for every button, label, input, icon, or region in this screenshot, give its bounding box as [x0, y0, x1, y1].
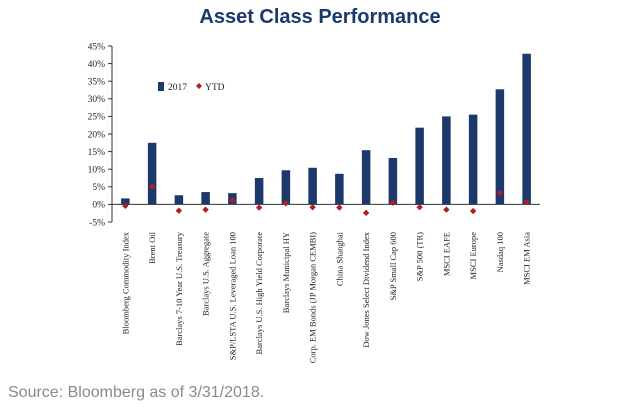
- y-tick-label: 0%: [92, 201, 105, 211]
- bar-2017: [335, 173, 344, 205]
- ytd-marker: [175, 207, 183, 214]
- bars: [121, 53, 531, 205]
- y-tick-label: 45%: [88, 42, 106, 52]
- legend-label-2017: 2017: [168, 83, 187, 93]
- category-label: S&P Small Cap 600: [388, 232, 398, 300]
- ytd-marker: [416, 204, 423, 211]
- category-label: Bloomberg Commodity Index: [120, 231, 130, 334]
- ytd-marker: [496, 189, 504, 197]
- bar-2017: [442, 116, 451, 205]
- y-tick-label: 10%: [88, 166, 106, 176]
- legend-swatch-ytd: [196, 83, 202, 89]
- ytd-marker: [282, 200, 290, 207]
- category-label: Dow Jones Select Dividend Index: [361, 231, 371, 347]
- chart-title: Asset Class Performance: [199, 6, 441, 28]
- y-tick-label: 30%: [88, 95, 106, 105]
- legend: 2017 YTD: [158, 82, 225, 93]
- ytd-marker: [389, 199, 397, 206]
- y-tick-label: 20%: [88, 130, 106, 140]
- bar-2017: [308, 167, 317, 205]
- ytd-marker: [148, 183, 156, 190]
- bar-2017: [468, 114, 478, 205]
- bar-2017: [522, 53, 531, 205]
- bar-2017: [147, 142, 157, 205]
- category-label: Nasdaq 100: [495, 232, 505, 272]
- category-label: Brent Oil: [147, 231, 157, 264]
- category-label: MSCI Europe: [468, 232, 478, 280]
- ytd-marker: [336, 204, 343, 211]
- category-label: Barclays Municipal HY: [281, 232, 291, 313]
- ytd-marker: [229, 196, 236, 204]
- x-axis-labels: Bloomberg Commodity Index Brent Oil Barcla…: [120, 231, 531, 363]
- ytd-marker: [122, 202, 129, 210]
- ytd-marker: [255, 204, 263, 211]
- ytd-marker: [443, 206, 450, 213]
- category-label: MSCI EAFE: [441, 232, 451, 276]
- bar-2017: [174, 195, 184, 205]
- y-tick-label: 35%: [88, 78, 106, 88]
- bar-chart: -5% 0% 5% 10% 15% 20% 25% 30% 35% 40% 45% Bloomber…: [88, 42, 540, 363]
- y-tick-label: -5%: [89, 218, 105, 228]
- ytd-marker: [523, 198, 530, 206]
- legend-swatch-2017: [158, 82, 164, 91]
- bar-2017: [254, 178, 264, 205]
- category-label: Barclays 7-10 Year U.S. Treasury: [174, 231, 184, 346]
- category-label: MSCI EM Asia: [522, 232, 532, 285]
- bar-2017: [388, 157, 398, 205]
- ytd-markers: [122, 183, 530, 217]
- ytd-marker: [469, 207, 477, 215]
- y-tick-label: 25%: [88, 113, 106, 123]
- bar-2017: [201, 192, 210, 205]
- category-label: Barclays U.S. High Yield Corporate: [254, 232, 264, 355]
- ytd-marker: [362, 209, 370, 217]
- ytd-marker: [309, 204, 316, 211]
- source-note: Source: Bloomberg as of 3/31/2018.: [8, 384, 265, 401]
- bar-2017: [415, 127, 424, 205]
- y-tick-label: 5%: [92, 183, 105, 193]
- category-label: S&P/LSTA U.S. Leveraged Loan 100: [227, 232, 237, 360]
- bar-2017: [281, 170, 291, 205]
- ytd-marker: [202, 206, 209, 213]
- category-label: China Shanghai: [334, 231, 344, 286]
- category-label: S&P 500 (TR): [415, 232, 425, 281]
- y-axis: -5% 0% 5% 10% 15% 20% 25% 30% 35% 40% 45%: [88, 42, 540, 228]
- y-tick-label: 40%: [88, 60, 106, 70]
- bar-2017: [121, 198, 130, 205]
- bar-2017: [495, 89, 505, 205]
- category-label: Corp. EM Bonds (JP Morgan CEMBI): [308, 232, 318, 363]
- y-tick-label: 15%: [88, 148, 106, 158]
- legend-label-ytd: YTD: [205, 83, 225, 93]
- category-label: Barclays U.S. Aggregate: [201, 232, 211, 316]
- bar-2017: [361, 150, 371, 205]
